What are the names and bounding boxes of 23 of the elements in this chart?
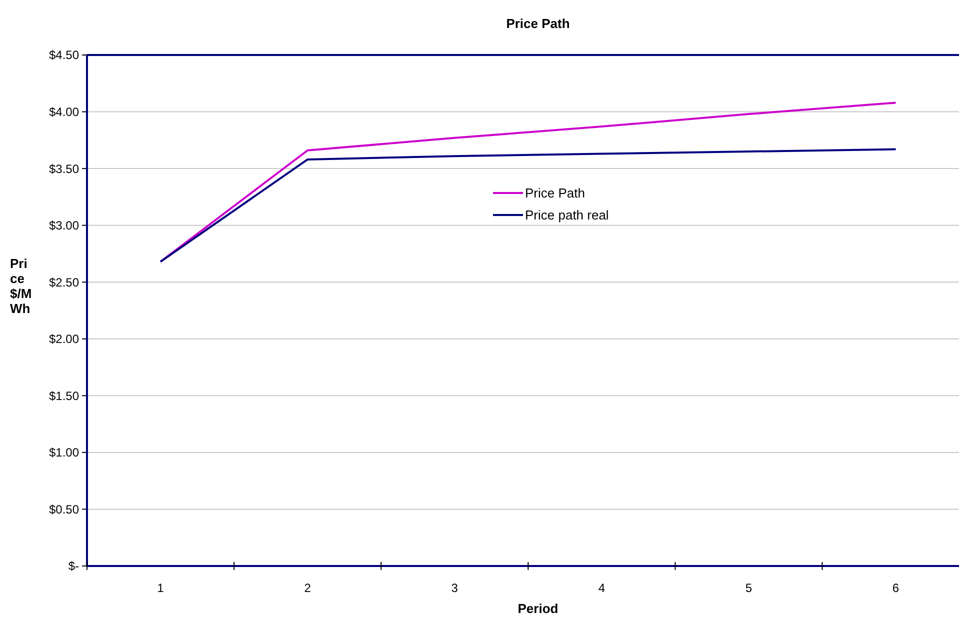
x-tick-label: 5 — [745, 581, 752, 595]
y-tick-label: $- — [68, 559, 79, 574]
y-tick-label: $1.50 — [48, 388, 80, 403]
line-series — [160, 148, 897, 263]
y-tick-label: $1.00 — [48, 446, 80, 460]
y-tick-label: $0.50 — [48, 502, 80, 516]
x-axis-title: Period — [518, 601, 558, 616]
y-tick-label: $3.50 — [48, 162, 80, 176]
y-tick-label: $4.00 — [48, 104, 80, 119]
legend-label: Price path real — [525, 208, 609, 223]
x-tick-label: 1 — [157, 581, 164, 595]
legend-label: Price Path — [525, 186, 585, 201]
x-tick-label: 3 — [451, 581, 458, 595]
y-tick-label: $3.00 — [48, 218, 80, 233]
x-tick-label: 2 — [304, 581, 312, 595]
y-axis-title: Price $/MWh — [10, 256, 32, 316]
y-tick-label: $2.00 — [48, 332, 80, 346]
y-tick-label: $4.50 — [48, 48, 80, 62]
y-tick-label: $2.50 — [48, 275, 80, 290]
x-tick-label: 6 — [892, 581, 900, 595]
line-series — [160, 102, 897, 263]
chart-title: Price Path — [506, 16, 570, 31]
x-tick-label: 4 — [598, 581, 606, 595]
